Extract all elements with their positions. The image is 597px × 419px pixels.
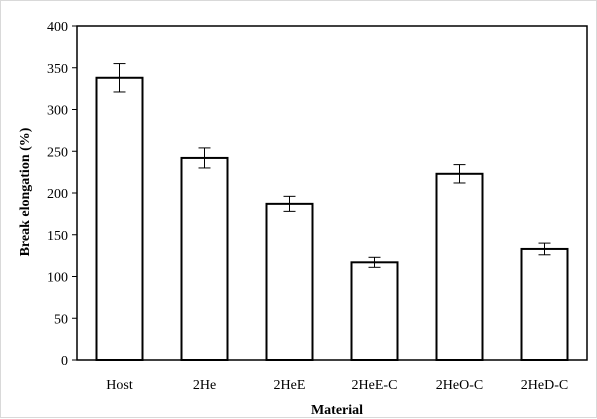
x-tick-label: 2HeE-C	[352, 378, 398, 393]
error-bar-2HeD-C	[538, 242, 551, 256]
x-tick-label: 2HeO-C	[436, 378, 483, 393]
error-bar-2HeO-C	[453, 164, 466, 184]
y-tick-label: 250	[47, 145, 68, 160]
error-bar-Host	[113, 63, 126, 93]
y-tick-label: 100	[47, 271, 68, 286]
plot-border	[76, 25, 588, 361]
y-axis-title: Break elongation (%)	[18, 127, 33, 256]
error-bar-2HeE-C	[368, 256, 381, 268]
error-bar-2HeE	[283, 195, 296, 212]
bars-group	[95, 76, 569, 362]
plot-area	[76, 25, 588, 361]
bar-2HeD-C	[520, 247, 569, 362]
bar-2HeE	[265, 202, 314, 361]
error-bar-2He	[198, 147, 211, 169]
y-tick-label: 350	[47, 62, 68, 77]
bar-Host	[95, 76, 144, 362]
x-tick-label: 2HeE	[274, 378, 306, 393]
y-tick-label: 200	[47, 187, 68, 202]
error-bars-group	[113, 63, 551, 268]
x-tick-label: 2He	[193, 378, 216, 393]
bar-2HeO-C	[435, 172, 484, 361]
y-tick-label: 0	[61, 354, 68, 369]
bar-2HeE-C	[350, 261, 399, 361]
y-axis-ticks: 0 50 100 150 200 250 300 350 400	[47, 20, 77, 369]
x-tick-label: Host	[106, 378, 133, 393]
y-tick-label: 150	[47, 229, 68, 244]
y-tick-label: 400	[47, 20, 68, 35]
y-tick-label: 50	[54, 312, 68, 327]
x-tick-label: 2HeD-C	[521, 378, 568, 393]
x-axis-title: Material	[311, 403, 363, 418]
y-tick-label: 300	[47, 104, 68, 119]
x-axis-ticks: Host 2He 2HeE 2HeE-C 2HeO-C 2HeD-C	[106, 378, 568, 393]
bar-2He	[180, 156, 229, 361]
